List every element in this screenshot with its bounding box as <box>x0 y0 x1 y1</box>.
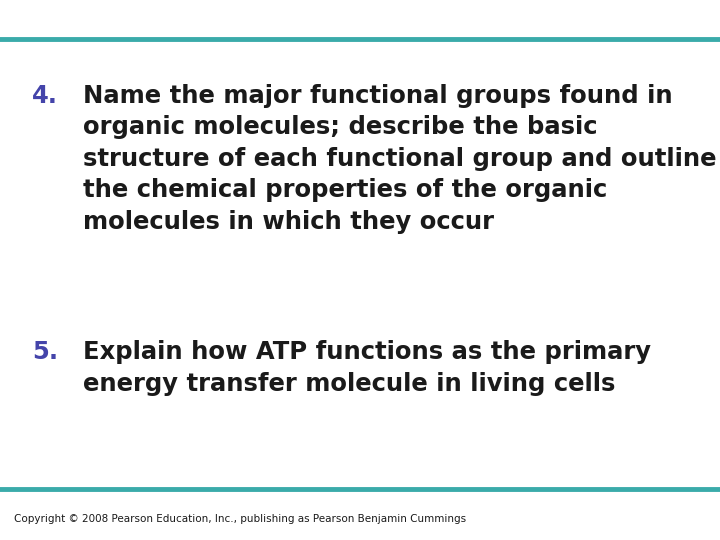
Text: Name the major functional groups found in
organic molecules; describe the basic
: Name the major functional groups found i… <box>83 84 716 234</box>
Text: 5.: 5. <box>32 340 58 364</box>
Text: 4.: 4. <box>32 84 58 107</box>
Text: Explain how ATP functions as the primary
energy transfer molecule in living cell: Explain how ATP functions as the primary… <box>83 340 651 396</box>
Text: Copyright © 2008 Pearson Education, Inc., publishing as Pearson Benjamin Cumming: Copyright © 2008 Pearson Education, Inc.… <box>14 514 467 524</box>
